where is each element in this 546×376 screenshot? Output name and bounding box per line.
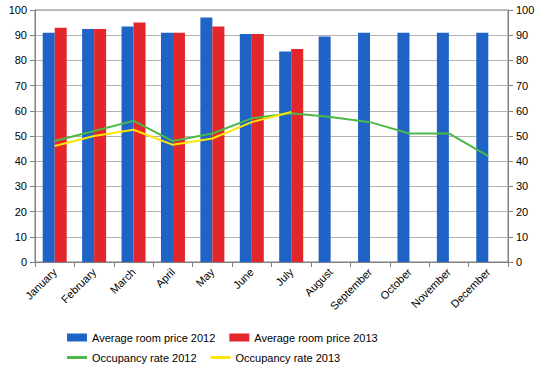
svg-text:30: 30 xyxy=(516,180,528,192)
svg-text:90: 90 xyxy=(516,29,528,41)
svg-text:50: 50 xyxy=(15,130,27,142)
svg-text:80: 80 xyxy=(516,54,528,66)
svg-text:Occupancy rate 2013: Occupancy rate 2013 xyxy=(236,352,341,364)
svg-text:September: September xyxy=(328,266,375,313)
svg-text:0: 0 xyxy=(21,256,27,268)
svg-text:November: November xyxy=(409,266,454,311)
svg-text:40: 40 xyxy=(516,155,528,167)
svg-text:70: 70 xyxy=(15,80,27,92)
svg-text:100: 100 xyxy=(516,4,534,16)
svg-text:October: October xyxy=(378,266,414,302)
svg-text:Average room price 2013: Average room price 2013 xyxy=(254,332,377,344)
svg-text:10: 10 xyxy=(15,231,27,243)
svg-text:90: 90 xyxy=(15,29,27,41)
svg-text:January: January xyxy=(23,265,59,301)
svg-text:60: 60 xyxy=(516,105,528,117)
svg-text:50: 50 xyxy=(516,130,528,142)
svg-text:0: 0 xyxy=(516,256,522,268)
svg-text:April: April xyxy=(153,266,177,290)
svg-text:May: May xyxy=(193,265,217,289)
svg-text:80: 80 xyxy=(15,54,27,66)
svg-text:July: July xyxy=(273,265,296,288)
svg-text:August: August xyxy=(302,266,335,299)
svg-text:70: 70 xyxy=(516,80,528,92)
svg-text:Average room price 2012: Average room price 2012 xyxy=(92,332,215,344)
svg-text:February: February xyxy=(59,265,99,305)
svg-text:40: 40 xyxy=(15,155,27,167)
svg-text:10: 10 xyxy=(516,231,528,243)
svg-text:20: 20 xyxy=(516,206,528,218)
svg-text:30: 30 xyxy=(15,180,27,192)
svg-text:60: 60 xyxy=(15,105,27,117)
svg-text:December: December xyxy=(448,266,493,311)
svg-text:Occupancy rate 2012: Occupancy rate 2012 xyxy=(92,352,197,364)
svg-text:20: 20 xyxy=(15,206,27,218)
svg-text:March: March xyxy=(108,266,138,296)
svg-text:100: 100 xyxy=(9,4,27,16)
svg-text:June: June xyxy=(231,266,256,291)
